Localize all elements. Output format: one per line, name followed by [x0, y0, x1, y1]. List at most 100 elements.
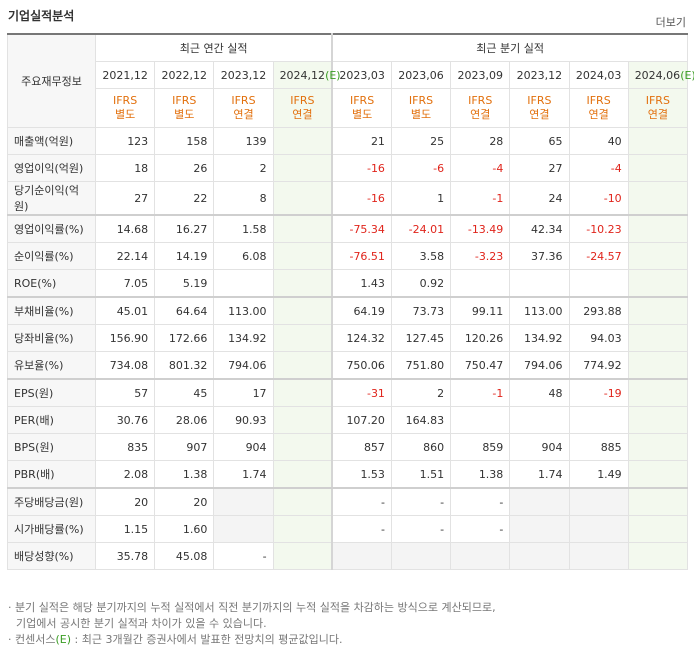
cell: 27	[509, 154, 570, 182]
cell: 1.15	[94, 515, 156, 543]
basis-text: 별도	[351, 108, 373, 121]
cell: 40	[568, 127, 629, 155]
period-text: 2023,12	[220, 68, 267, 82]
basis-text: IFRS	[408, 94, 434, 107]
cell	[213, 269, 274, 298]
basis-text: IFRS	[645, 94, 670, 107]
data-row: 당좌비율(%) 156.90 172.66 134.92 124.32 127.45 120…	[7, 324, 689, 352]
cell: -24.57	[568, 242, 629, 270]
row-label: 영업이익(억원)	[7, 154, 96, 182]
cell: 30.76	[94, 406, 156, 434]
cell: -	[331, 515, 392, 543]
cell	[272, 214, 333, 243]
row-label: 시가배당률(%)	[7, 515, 96, 543]
cell: 774.92	[568, 351, 629, 380]
cell	[331, 542, 392, 570]
cell: 907	[154, 433, 215, 461]
cell: 64.64	[154, 296, 215, 325]
cell	[450, 406, 511, 434]
cell: -	[390, 515, 452, 543]
cell: 18	[94, 154, 156, 182]
basis-text: 연결	[647, 108, 668, 121]
cell	[272, 542, 333, 570]
cell: 3.58	[390, 242, 452, 270]
cell: 904	[509, 433, 570, 461]
period: 2024,06(E)	[627, 61, 694, 89]
cell: 21	[331, 127, 392, 155]
row-label: 당기순이익(억원)	[7, 181, 96, 216]
cell	[627, 406, 689, 434]
data-row: ROE(%) 7.05 5.19 1.43 0.92	[7, 269, 689, 298]
cell: 45.01	[94, 296, 156, 325]
cell: 859	[450, 433, 511, 461]
note-line: 기업에서 공시한 분기 실적과 차이가 있을 수 있습니다.	[8, 616, 496, 632]
cell: 860	[390, 433, 452, 461]
basis: IFRS 연결	[568, 88, 629, 128]
cell: 1.74	[509, 460, 570, 489]
cell	[627, 460, 689, 489]
basis-text: 연결	[529, 108, 550, 121]
cell: -4	[450, 154, 511, 182]
basis-text: IFRS	[290, 94, 315, 107]
cell: -19	[568, 378, 629, 407]
cell: 2	[213, 154, 274, 182]
cell: 794.06	[213, 351, 274, 380]
cell: 1.58	[213, 214, 274, 243]
cell: 20	[94, 487, 156, 516]
row-label: 영업이익률(%)	[7, 214, 96, 243]
period: 2021,12	[94, 61, 156, 89]
cell: 156.90	[94, 324, 156, 352]
cell	[509, 542, 570, 570]
cell	[272, 406, 333, 434]
cell	[627, 127, 689, 155]
basis: IFRS 연결	[213, 88, 274, 128]
period: 2023,03	[331, 61, 392, 89]
cell	[568, 515, 629, 543]
cell	[568, 487, 629, 516]
basis-text: 연결	[470, 108, 491, 121]
data-row: BPS(원) 835 907 904 857 860 859 904 885	[7, 433, 689, 461]
period: 2023,12	[213, 61, 274, 89]
cell: -10.23	[568, 214, 629, 243]
cell	[627, 515, 689, 543]
cell	[272, 433, 333, 461]
cell: -6	[390, 154, 452, 182]
period-text: 2024,03	[575, 68, 622, 82]
cell	[627, 324, 689, 352]
basis: IFRS 별도	[154, 88, 215, 128]
cell	[627, 433, 689, 461]
cell: 734.08	[94, 351, 156, 380]
data-row: 유보율(%) 734.08 801.32 794.06 750.06 751.80 750.…	[7, 351, 689, 380]
cell: 1.49	[568, 460, 629, 489]
cell	[627, 242, 689, 270]
note-line: · 분기 실적은 해당 분기까지의 누적 실적에서 직전 분기까지의 누적 실적…	[8, 601, 496, 614]
cell: 28	[450, 127, 511, 155]
cell: 2.08	[94, 460, 156, 489]
cell: 794.06	[509, 351, 570, 380]
row-label: PBR(배)	[7, 460, 96, 489]
note-mark: (E)	[55, 633, 72, 646]
period: 2024,12(E)	[272, 61, 341, 89]
cell: -1	[450, 378, 511, 407]
cell: 90.93	[213, 406, 274, 434]
cell: 139	[213, 127, 274, 155]
cell: 123	[94, 127, 156, 155]
cell: 25	[390, 127, 452, 155]
cell: 99.11	[450, 296, 511, 325]
cell: 1	[390, 181, 452, 216]
cell: 26	[154, 154, 215, 182]
cell: -	[450, 515, 511, 543]
cell: 42.34	[509, 214, 570, 243]
period: 2023,06	[390, 61, 452, 89]
more-link[interactable]: 더보기	[655, 16, 686, 29]
cell	[450, 542, 511, 570]
period-text: 2024,06	[634, 68, 681, 82]
cell: 120.26	[450, 324, 511, 352]
cell: 113.00	[509, 296, 570, 325]
cell: 1.51	[390, 460, 452, 489]
cell: -16	[331, 154, 392, 182]
data-row: 영업이익률(%) 14.68 16.27 1.58 -75.34 -24.01 -13.49…	[7, 214, 689, 243]
basis-text: 별도	[114, 108, 136, 121]
data-row: 당기순이익(억원) 27 22 8 -16 1 -1 24 -10	[7, 181, 689, 216]
